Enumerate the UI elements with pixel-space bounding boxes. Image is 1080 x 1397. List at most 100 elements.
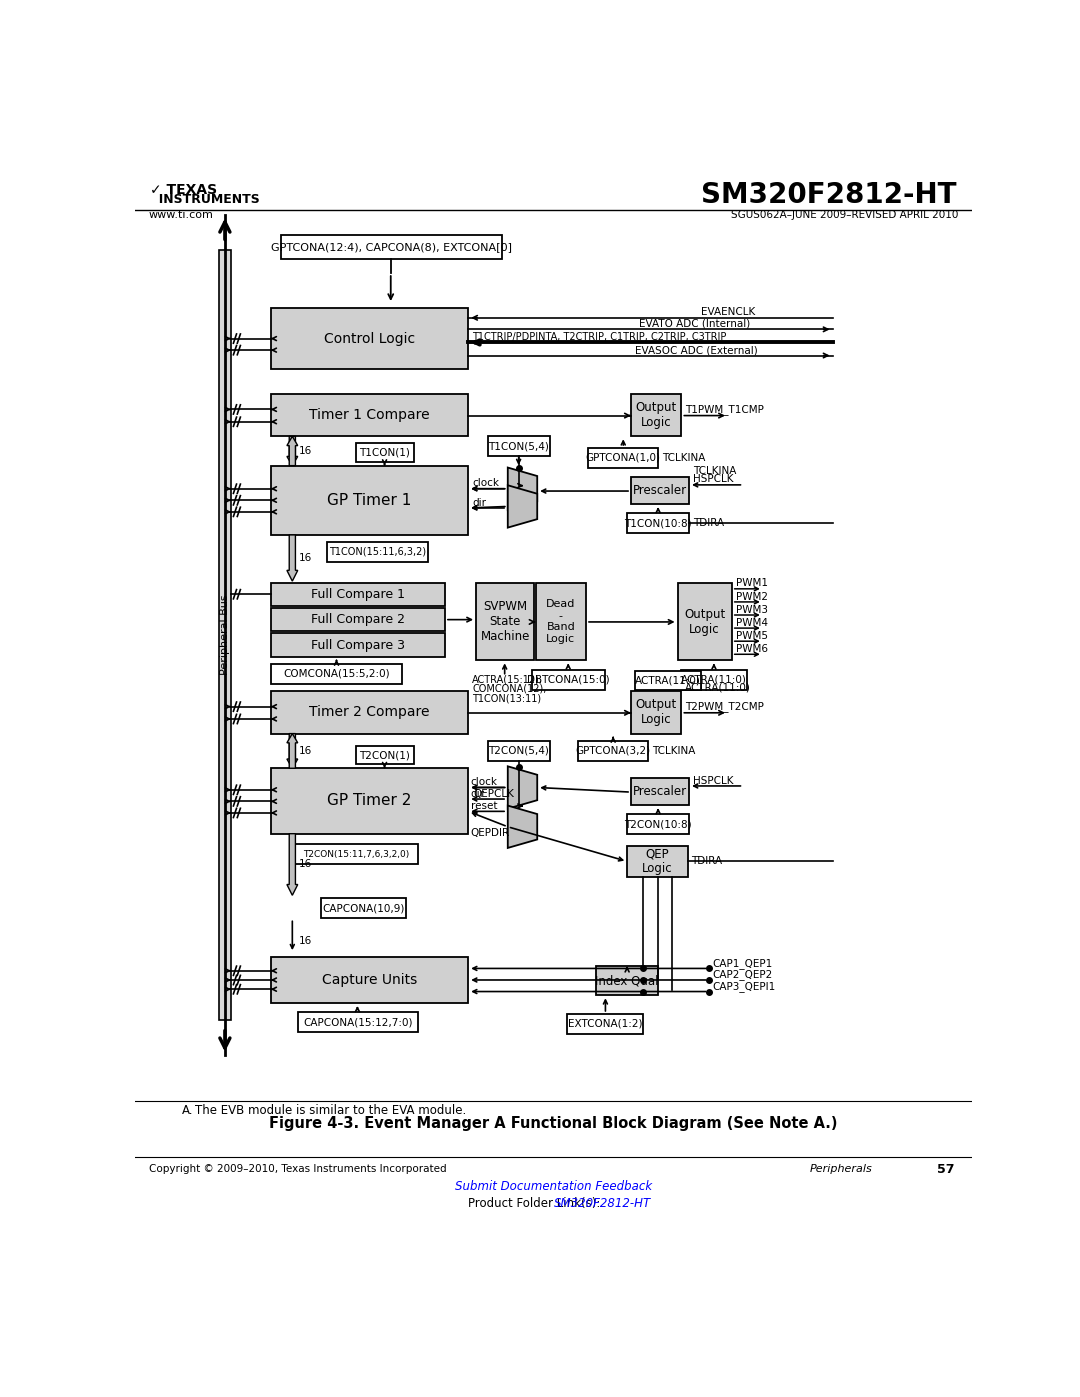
Text: TDIRA: TDIRA <box>691 856 723 866</box>
Text: GP Timer 2: GP Timer 2 <box>327 793 411 809</box>
Text: GPTCONA(12:4), CAPCONA(8), EXTCONA[0]: GPTCONA(12:4), CAPCONA(8), EXTCONA[0] <box>271 242 512 251</box>
Bar <box>294 844 418 865</box>
Bar <box>631 478 689 504</box>
Text: T2CON(15:11,7,6,3,2,0): T2CON(15:11,7,6,3,2,0) <box>302 849 409 859</box>
Text: Full Compare 1: Full Compare 1 <box>311 588 405 601</box>
Bar <box>271 692 469 733</box>
Text: QEPCLK: QEPCLK <box>473 789 514 799</box>
Bar <box>631 692 681 733</box>
Text: T1CON(5,4): T1CON(5,4) <box>488 441 549 451</box>
Bar <box>271 583 445 606</box>
Bar <box>681 669 747 690</box>
Text: Index Qual: Index Qual <box>595 974 659 988</box>
Bar <box>271 307 469 369</box>
Bar <box>218 250 231 1020</box>
Bar <box>356 746 414 764</box>
Text: 16: 16 <box>298 446 312 455</box>
Bar <box>627 847 688 877</box>
Bar <box>321 898 406 918</box>
Bar <box>271 465 469 535</box>
Polygon shape <box>508 468 537 510</box>
Text: Full Compare 3: Full Compare 3 <box>311 638 405 651</box>
Text: PWM5: PWM5 <box>735 631 768 641</box>
Bar <box>476 583 535 661</box>
Text: HSPCLK: HSPCLK <box>693 475 733 485</box>
Bar <box>596 967 658 996</box>
Text: COMCONA(12),: COMCONA(12), <box>472 685 546 694</box>
FancyArrow shape <box>287 733 298 768</box>
Text: 16: 16 <box>298 936 312 947</box>
Text: Peripheral Bus: Peripheral Bus <box>220 595 230 675</box>
Text: TCLKINA: TCLKINA <box>693 467 737 476</box>
Text: T1CON(1): T1CON(1) <box>360 447 410 458</box>
Bar <box>327 542 428 562</box>
Text: Timer 2 Compare: Timer 2 Compare <box>309 705 430 719</box>
Text: Figure 4-3. Event Manager A Functional Block Diagram (See Note A.): Figure 4-3. Event Manager A Functional B… <box>269 1116 838 1132</box>
Text: Output
Logic: Output Logic <box>684 608 726 636</box>
Bar <box>271 633 445 657</box>
Text: PWM4: PWM4 <box>735 617 768 627</box>
Text: TCLKINA: TCLKINA <box>652 746 696 756</box>
Text: CAP1_QEP1: CAP1_QEP1 <box>713 957 772 968</box>
FancyArrow shape <box>287 436 298 465</box>
Bar <box>627 814 689 834</box>
Bar <box>567 1014 644 1034</box>
Text: 16: 16 <box>298 859 312 869</box>
Text: CAPCONA(15:12,7:0): CAPCONA(15:12,7:0) <box>303 1017 413 1027</box>
Text: ACTRA(11:0): ACTRA(11:0) <box>685 682 751 693</box>
Text: reset: reset <box>471 800 497 812</box>
Text: DBTCONA(15:0): DBTCONA(15:0) <box>527 675 610 685</box>
Text: Copyright © 2009–2010, Texas Instruments Incorporated: Copyright © 2009–2010, Texas Instruments… <box>149 1165 446 1175</box>
Text: www.ti.com: www.ti.com <box>149 211 214 221</box>
Text: 16: 16 <box>298 553 312 563</box>
Text: Product Folder Link(s):: Product Folder Link(s): <box>469 1197 608 1210</box>
Text: SM320F2812-HT: SM320F2812-HT <box>701 180 957 208</box>
FancyArrow shape <box>287 733 298 768</box>
Text: Output
Logic: Output Logic <box>635 401 677 429</box>
Text: T1CON(10:8): T1CON(10:8) <box>624 518 692 528</box>
Polygon shape <box>508 485 537 528</box>
Text: GPTCONA(1,0): GPTCONA(1,0) <box>585 453 661 462</box>
Text: CAP3_QEPI1: CAP3_QEPI1 <box>713 981 775 992</box>
Text: Peripherals: Peripherals <box>809 1165 872 1175</box>
Text: ✓ TEXAS: ✓ TEXAS <box>150 183 218 197</box>
Text: The EVB module is similar to the EVA module.: The EVB module is similar to the EVA mod… <box>195 1104 467 1116</box>
Text: GPTCONA(3,2): GPTCONA(3,2) <box>576 746 651 756</box>
FancyArrow shape <box>287 535 298 581</box>
FancyArrow shape <box>287 436 298 465</box>
Text: ACTRA(11:0): ACTRA(11:0) <box>635 676 701 686</box>
Text: T1CON(13:11): T1CON(13:11) <box>472 693 541 703</box>
Text: QEPDIR: QEPDIR <box>471 828 510 838</box>
Text: EVAENCLK: EVAENCLK <box>701 307 755 317</box>
Text: dir: dir <box>472 497 486 507</box>
Text: HSPCLK: HSPCLK <box>693 775 733 785</box>
Text: CAPCONA(10,9): CAPCONA(10,9) <box>323 904 405 914</box>
Text: PWM1: PWM1 <box>735 578 768 588</box>
Text: Submit Documentation Feedback: Submit Documentation Feedback <box>455 1180 652 1193</box>
Bar <box>488 436 550 457</box>
Polygon shape <box>508 767 537 809</box>
Bar <box>356 443 414 462</box>
Text: INSTRUMENTS: INSTRUMENTS <box>150 193 260 207</box>
Bar <box>271 957 469 1003</box>
Bar <box>578 740 648 760</box>
Text: T1PWM_T1CMP: T1PWM_T1CMP <box>685 404 765 415</box>
Text: Output
Logic: Output Logic <box>635 698 677 726</box>
Bar <box>536 583 586 661</box>
Bar <box>531 669 606 690</box>
Bar <box>631 778 689 805</box>
Text: QEP
Logic: QEP Logic <box>642 848 673 876</box>
Text: clock: clock <box>472 478 499 489</box>
Text: SGUS062A–JUNE 2009–REVISED APRIL 2010: SGUS062A–JUNE 2009–REVISED APRIL 2010 <box>731 211 958 221</box>
Text: PWM6: PWM6 <box>735 644 768 654</box>
Text: dir: dir <box>471 789 485 799</box>
Polygon shape <box>508 806 537 848</box>
Text: T1CON(15:11,6,3,2): T1CON(15:11,6,3,2) <box>329 546 427 557</box>
Text: TCLKINA: TCLKINA <box>662 453 705 462</box>
Bar <box>271 768 469 834</box>
Text: Timer 1 Compare: Timer 1 Compare <box>309 408 430 422</box>
Text: T2CON(10:8): T2CON(10:8) <box>624 820 692 830</box>
Text: T2CON(1): T2CON(1) <box>360 750 410 760</box>
Text: SVPWM
State
Machine: SVPWM State Machine <box>481 601 530 643</box>
Text: SM320F2812-HT: SM320F2812-HT <box>554 1197 650 1210</box>
